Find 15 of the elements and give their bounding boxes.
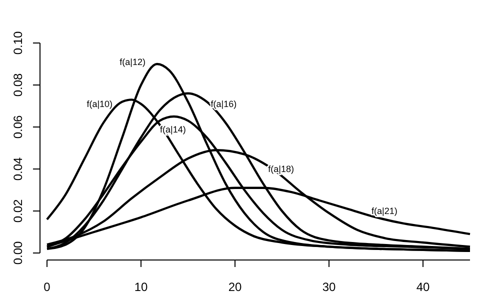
y-tick-label: 0.02 (11, 199, 25, 223)
x-tick-label: 10 (134, 280, 148, 294)
series-label: f(a|10) (86, 99, 113, 110)
x-tick-label: 30 (322, 280, 336, 294)
series-label: f(a|16) (210, 99, 237, 110)
series-label: f(a|12) (120, 57, 146, 68)
x-tick-label: 40 (416, 280, 430, 294)
y-tick-label: 0.06 (11, 115, 25, 139)
series-label: f(a|21) (372, 206, 398, 216)
y-tick-label: 0.04 (11, 157, 25, 181)
x-tick-label: 0 (44, 280, 51, 294)
y-tick-label: 0.10 (11, 31, 25, 55)
y-tick-label: 0.00 (11, 241, 25, 265)
y-tick-label: 0.08 (11, 73, 25, 97)
x-tick-label: 20 (228, 280, 242, 294)
